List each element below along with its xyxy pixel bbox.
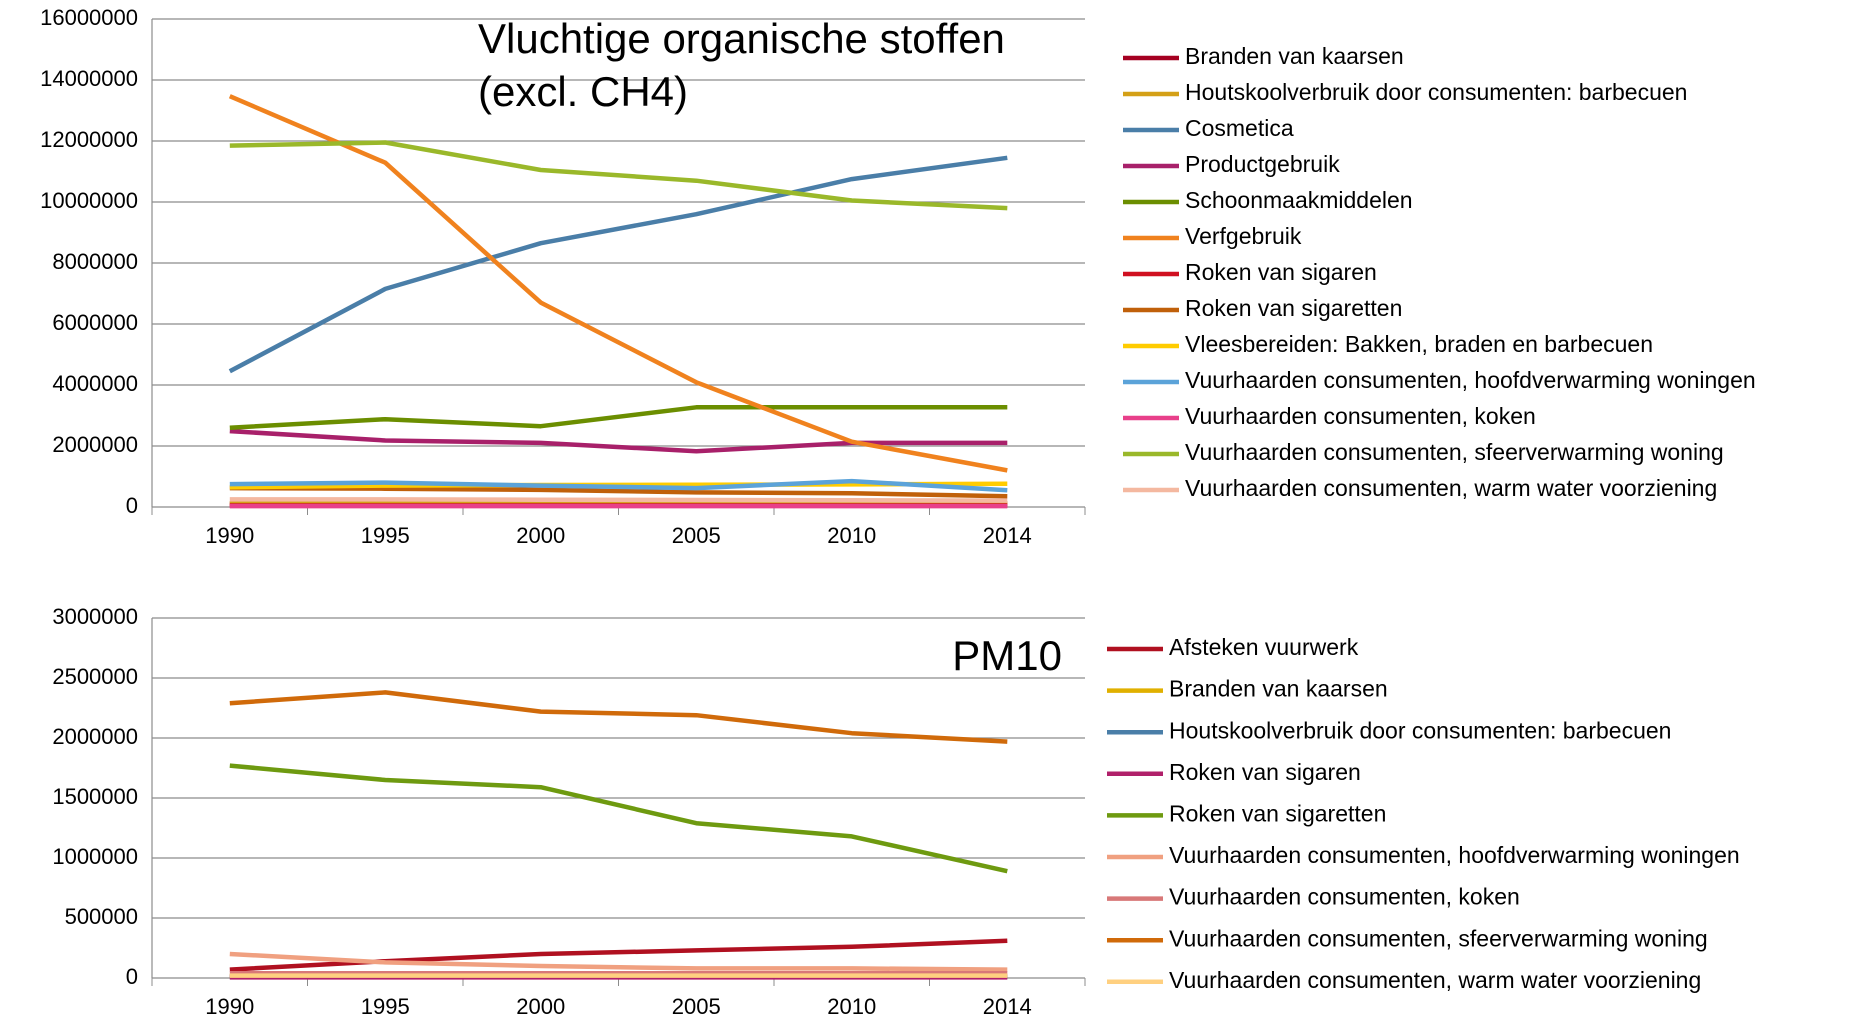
y-tick-label: 0 (126, 964, 138, 989)
y-tick-label: 2000000 (52, 724, 138, 749)
legend-label: Productgebruik (1185, 151, 1340, 177)
legend-label: Roken van sigaren (1185, 259, 1377, 285)
x-tick-label: 2010 (827, 994, 876, 1019)
series-line (229, 690, 1008, 744)
series-line (229, 428, 1008, 454)
x-tick-label: 1995 (361, 523, 410, 548)
chart-title: (excl. CH4) (478, 68, 688, 115)
y-tick-label: 0 (126, 493, 138, 518)
legend-label: Vuurhaarden consumenten, hoofdverwarming… (1185, 367, 1756, 393)
y-tick-label: 2000000 (52, 432, 138, 457)
legend-label: Branden van kaarsen (1169, 676, 1388, 702)
legend-label: Vuurhaarden consumenten, sfeerverwarming… (1169, 925, 1708, 951)
series-line (229, 497, 1008, 503)
series-line (229, 140, 1008, 211)
y-tick-label: 6000000 (52, 310, 138, 335)
y-tick-label: 12000000 (40, 127, 138, 152)
legend-label: Vuurhaarden consumenten, sfeerverwarming… (1185, 439, 1724, 465)
legend-label: Vuurhaarden consumenten, koken (1185, 403, 1536, 429)
series-line (228, 155, 1008, 374)
chart-title: PM10 (952, 632, 1062, 679)
series-line (228, 94, 1008, 473)
legend-label: Vuurhaarden consumenten, hoofdverwarming… (1169, 842, 1740, 868)
series-line (229, 951, 1008, 972)
y-tick-label: 1500000 (52, 784, 138, 809)
series-line (229, 478, 1008, 493)
y-tick-label: 16000000 (40, 5, 138, 30)
legend-label: Vuurhaarden consumenten, warm water voor… (1169, 967, 1701, 993)
legend-label: Roken van sigaretten (1185, 295, 1402, 321)
x-tick-label: 2014 (983, 994, 1032, 1019)
y-tick-label: 500000 (65, 904, 138, 929)
series-line (229, 485, 1008, 499)
legend-label: Verfgebruik (1185, 223, 1302, 249)
x-tick-label: 2010 (827, 523, 876, 548)
y-tick-label: 2500000 (52, 664, 138, 689)
y-tick-label: 3000000 (52, 604, 138, 629)
legend-label: Vuurhaarden consumenten, koken (1169, 884, 1520, 910)
x-tick-label: 2000 (516, 994, 565, 1019)
legend-label: Roken van sigaretten (1169, 800, 1386, 826)
x-tick-label: 1990 (205, 994, 254, 1019)
legend-label: Cosmetica (1185, 115, 1294, 141)
x-tick-label: 2005 (672, 523, 721, 548)
y-tick-label: 10000000 (40, 188, 138, 213)
x-tick-label: 1990 (205, 523, 254, 548)
x-tick-label: 2000 (516, 523, 565, 548)
x-tick-label: 1995 (361, 994, 410, 1019)
chart-title: Vluchtige organische stoffen (478, 15, 1005, 62)
legend-label: Branden van kaarsen (1185, 43, 1404, 69)
series-line (229, 763, 1008, 874)
legend-label: Houtskoolverbruik door consumenten: barb… (1185, 79, 1687, 105)
y-tick-label: 8000000 (52, 249, 138, 274)
legend-label: Schoonmaakmiddelen (1185, 187, 1413, 213)
x-tick-label: 2005 (672, 994, 721, 1019)
legend-label: Vleesbereiden: Bakken, braden en barbecu… (1185, 331, 1653, 357)
legend-label: Houtskoolverbruik door consumenten: barb… (1169, 717, 1671, 743)
y-tick-label: 14000000 (40, 66, 138, 91)
legend-label: Roken van sigaren (1169, 759, 1361, 785)
y-tick-label: 4000000 (52, 371, 138, 396)
series-line (229, 405, 1008, 430)
x-tick-label: 2014 (983, 523, 1032, 548)
legend-label: Vuurhaarden consumenten, warm water voor… (1185, 475, 1717, 501)
legend-label: Afsteken vuurwerk (1169, 634, 1359, 660)
y-tick-label: 1000000 (52, 844, 138, 869)
